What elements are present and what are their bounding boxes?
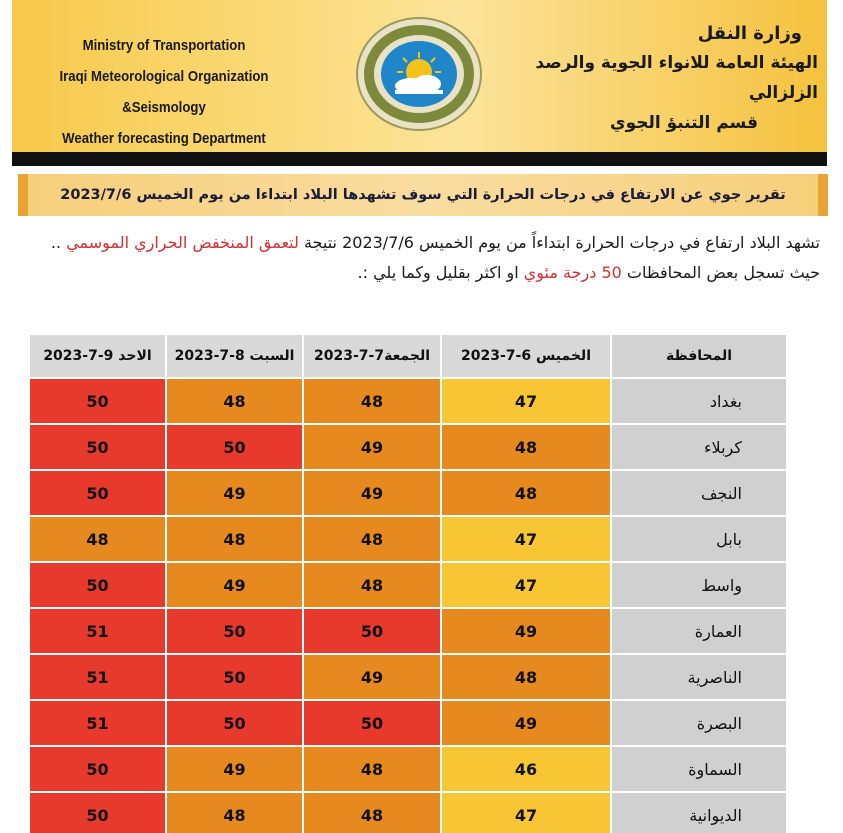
table-row: 50 48 48 47 الديوانية <box>28 791 788 833</box>
governorate-name: العمارة <box>610 607 788 655</box>
intro-text-2: .. حيث تسجل بعض المحافظات <box>50 233 820 282</box>
table-row: 50 50 49 48 كربلاء <box>28 423 788 471</box>
table-row: 48 48 48 47 بابل <box>28 515 788 563</box>
temperature-cell-d1: 49 <box>440 607 612 655</box>
table-row: 50 49 49 48 النجف <box>28 469 788 517</box>
temperature-cell-d2: 49 <box>302 423 442 471</box>
temperature-cell-d3: 48 <box>165 377 304 425</box>
temperature-cell-d4: 51 <box>28 699 167 747</box>
header-day3: السبت 8-7-2023 <box>165 333 304 379</box>
header-day2: الجمعة7-7-2023 <box>302 333 442 379</box>
organization-name-en: Iraqi Meteorological Organization &Seism… <box>59 68 269 116</box>
temperature-cell-d1: 48 <box>440 469 612 517</box>
temperature-cell-d3: 50 <box>165 607 304 655</box>
temperature-cell-d4: 50 <box>28 745 167 793</box>
temperature-cell-d1: 47 <box>440 377 612 425</box>
table-row: 51 50 50 49 العمارة <box>28 607 788 655</box>
temperature-cell-d2: 50 <box>302 607 442 655</box>
department-name-en: Weather forecasting Department <box>62 130 266 147</box>
temperature-cell-d1: 46 <box>440 745 612 793</box>
department-name-ar: قسم التنبؤ الجوي <box>610 113 758 133</box>
temperature-cell-d2: 48 <box>302 791 442 833</box>
temperature-cell-d1: 47 <box>440 791 612 833</box>
temperature-cell-d2: 48 <box>302 515 442 563</box>
governorate-name: السماوة <box>610 745 788 793</box>
governorate-name: بغداد <box>610 377 788 425</box>
intro-text-1: تشهد البلاد ارتفاع في درجات الحرارة ابتد… <box>298 233 820 252</box>
temperature-cell-d3: 49 <box>165 561 304 609</box>
temperature-cell-d2: 50 <box>302 699 442 747</box>
temperature-cell-d3: 48 <box>165 791 304 833</box>
table-header-row: الاحد 9-7-2023 السبت 8-7-2023 الجمعة7-7-… <box>28 333 788 379</box>
temperature-cell-d4: 51 <box>28 607 167 655</box>
temperature-cell-d3: 50 <box>165 423 304 471</box>
header-governorate: المحافظة <box>610 333 788 379</box>
temperature-cell-d3: 49 <box>165 745 304 793</box>
temperature-cell-d4: 48 <box>28 515 167 563</box>
ministry-name-ar: وزارة النقل <box>697 23 802 44</box>
arabic-ministry-title: وزارة النقل الهيئة العامة للانواء الجوية… <box>528 20 818 138</box>
ministry-name-en: Ministry of Transportation <box>82 37 246 54</box>
temperature-cell-d4: 51 <box>28 653 167 701</box>
organization-name-ar: الهيئة العامة للانواء الجوية والرصد الزل… <box>535 53 818 103</box>
temperature-cell-d2: 48 <box>302 745 442 793</box>
intro-highlight-1: لتعمق المنخفض الحراري الموسمي <box>66 233 299 252</box>
sun-cloud-emblem-icon <box>356 17 482 131</box>
governorate-name: الديوانية <box>610 791 788 833</box>
intro-text-3: او اكثر بقليل وكما يلي :. <box>357 263 524 282</box>
temperature-cell-d4: 50 <box>28 561 167 609</box>
english-ministry-title: Ministry of Transportation Iraqi Meteoro… <box>32 30 296 154</box>
temperature-cell-d1: 48 <box>440 653 612 701</box>
temperature-cell-d1: 48 <box>440 423 612 471</box>
report-title: تقرير جوي عن الارتفاع في درجات الحرارة ا… <box>60 187 786 203</box>
intro-paragraph: تشهد البلاد ارتفاع في درجات الحرارة ابتد… <box>40 228 820 288</box>
table-row: 51 50 49 48 الناصرية <box>28 653 788 701</box>
temperature-cell-d3: 49 <box>165 469 304 517</box>
table-row: 50 48 48 47 بغداد <box>28 377 788 425</box>
governorate-name: واسط <box>610 561 788 609</box>
temperature-cell-d2: 48 <box>302 377 442 425</box>
governorate-name: النجف <box>610 469 788 517</box>
table-row: 50 49 48 46 السماوة <box>28 745 788 793</box>
header-divider <box>12 152 827 166</box>
governorate-name: البصرة <box>610 699 788 747</box>
temperature-cell-d4: 50 <box>28 377 167 425</box>
temperature-cell-d4: 50 <box>28 469 167 517</box>
governorate-name: كربلاء <box>610 423 788 471</box>
report-title-banner: تقرير جوي عن الارتفاع في درجات الحرارة ا… <box>18 174 828 216</box>
temperature-cell-d4: 50 <box>28 423 167 471</box>
temperature-cell-d1: 49 <box>440 699 612 747</box>
temperature-cell-d3: 50 <box>165 699 304 747</box>
table-row: 50 49 48 47 واسط <box>28 561 788 609</box>
temperature-cell-d1: 47 <box>440 515 612 563</box>
temperature-cell-d1: 47 <box>440 561 612 609</box>
temperature-cell-d2: 49 <box>302 653 442 701</box>
header-day4: الاحد 9-7-2023 <box>28 333 167 379</box>
intro-highlight-2: 50 درجة مئوي <box>523 263 622 282</box>
temperature-cell-d2: 48 <box>302 561 442 609</box>
temperature-table: الاحد 9-7-2023 السبت 8-7-2023 الجمعة7-7-… <box>28 333 788 833</box>
temperature-cell-d3: 48 <box>165 515 304 563</box>
temperature-cell-d2: 49 <box>302 469 442 517</box>
governorate-name: الناصرية <box>610 653 788 701</box>
table-row: 51 50 50 49 البصرة <box>28 699 788 747</box>
header-day1: الخميس 6-7-2023 <box>440 333 612 379</box>
temperature-cell-d4: 50 <box>28 791 167 833</box>
governorate-name: بابل <box>610 515 788 563</box>
table-body: 50 48 48 47 بغداد 50 50 49 48 كربلاء 50 49 49 48 النجف… <box>28 377 788 833</box>
temperature-cell-d3: 50 <box>165 653 304 701</box>
